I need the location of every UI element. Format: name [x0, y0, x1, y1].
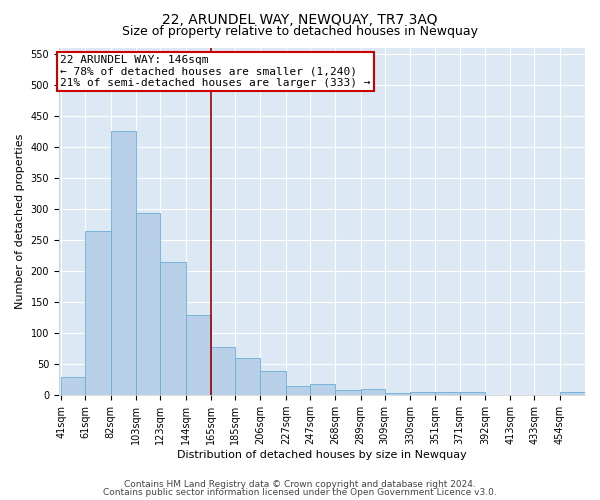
Text: 22 ARUNDEL WAY: 146sqm
← 78% of detached houses are smaller (1,240)
21% of semi-: 22 ARUNDEL WAY: 146sqm ← 78% of detached…: [60, 55, 371, 88]
Bar: [136, 214, 160, 395]
Bar: [361, 389, 385, 395]
Bar: [460, 392, 485, 395]
Bar: [410, 392, 436, 395]
X-axis label: Distribution of detached houses by size in Newquay: Distribution of detached houses by size …: [177, 450, 467, 460]
Bar: [211, 348, 235, 395]
Bar: [160, 262, 185, 395]
Bar: [436, 392, 460, 395]
Y-axis label: Number of detached properties: Number of detached properties: [15, 134, 25, 309]
Bar: [111, 132, 136, 395]
Bar: [286, 386, 310, 395]
Bar: [61, 376, 85, 395]
Text: Contains HM Land Registry data © Crown copyright and database right 2024.: Contains HM Land Registry data © Crown c…: [124, 480, 476, 489]
Bar: [310, 384, 335, 395]
Bar: [560, 392, 585, 395]
Bar: [85, 230, 111, 395]
Bar: [385, 394, 410, 395]
Text: Size of property relative to detached houses in Newquay: Size of property relative to detached ho…: [122, 25, 478, 38]
Bar: [335, 390, 361, 395]
Text: Contains public sector information licensed under the Open Government Licence v3: Contains public sector information licen…: [103, 488, 497, 497]
Bar: [235, 358, 260, 395]
Bar: [260, 371, 286, 395]
Bar: [185, 314, 211, 395]
Text: 22, ARUNDEL WAY, NEWQUAY, TR7 3AQ: 22, ARUNDEL WAY, NEWQUAY, TR7 3AQ: [162, 12, 438, 26]
